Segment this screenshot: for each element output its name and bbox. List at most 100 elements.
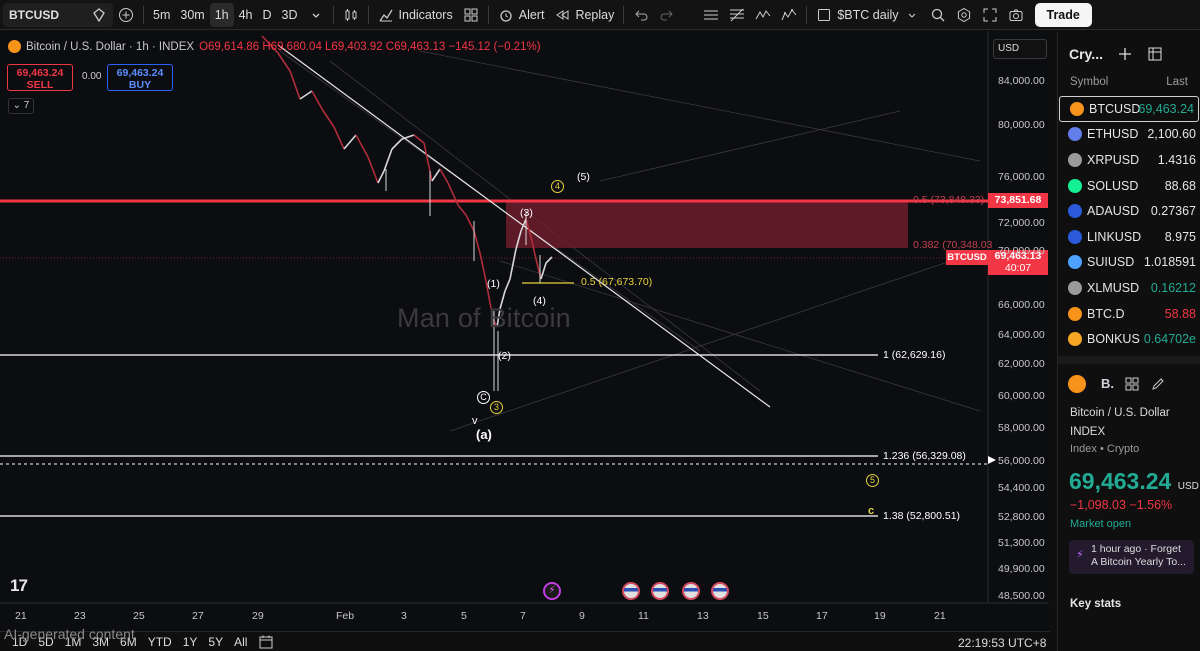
- interval-1h[interactable]: 1h: [209, 2, 234, 27]
- quick-search-button[interactable]: [925, 3, 951, 27]
- clock[interactable]: 22:19:53 UTC+8: [958, 636, 1047, 650]
- news-event-icon[interactable]: ⚡: [543, 582, 561, 600]
- interval-30m[interactable]: 30m: [175, 3, 209, 27]
- fullscreen-icon: [983, 8, 996, 21]
- wave-4-label: (4): [533, 295, 546, 307]
- watchlist-row[interactable]: BONKUS 0.64702e: [1058, 326, 1200, 352]
- interval-dropdown[interactable]: [303, 3, 329, 27]
- economic-event-icon[interactable]: [682, 582, 700, 600]
- wave-v-label: v: [472, 415, 478, 427]
- currency-select[interactable]: USD: [993, 39, 1047, 59]
- interval-d[interactable]: D: [258, 3, 277, 27]
- details-type: INDEX: [1070, 425, 1106, 438]
- price-chart[interactable]: [0, 31, 1049, 631]
- interval-3d[interactable]: 3D: [277, 3, 303, 27]
- watchlist-row[interactable]: XRPUSD 1.4316: [1058, 147, 1200, 173]
- watchlist-symbol: BONKUS: [1087, 332, 1140, 347]
- undo-button[interactable]: [628, 3, 654, 27]
- tool-lines-button[interactable]: [698, 3, 724, 27]
- snapshot-button[interactable]: [1003, 3, 1029, 27]
- alert-button[interactable]: Alert: [493, 3, 550, 27]
- y-axis-tick: 76,000.00: [998, 171, 1045, 183]
- watchlist-row[interactable]: BTC.D 58.88: [1058, 301, 1200, 327]
- redo-button[interactable]: [654, 3, 680, 27]
- news-item[interactable]: ⚡ 1 hour ago · Forget A Bitcoin Yearly T…: [1069, 539, 1194, 574]
- trade-button[interactable]: Trade: [1034, 2, 1092, 27]
- interval-label: D: [262, 7, 272, 22]
- indicators-collapse-toggle[interactable]: ⌄ 7: [8, 98, 34, 114]
- indicators-button[interactable]: Indicators: [373, 3, 458, 27]
- price-segment: [489, 302, 495, 322]
- watchlist-row[interactable]: SUIUSD 1.018591: [1058, 250, 1200, 276]
- layout-name-button[interactable]: $BTC daily: [811, 3, 924, 27]
- camera-icon: [1009, 9, 1022, 21]
- plus-icon[interactable]: [1117, 46, 1133, 62]
- divider: [1058, 355, 1200, 364]
- calendar-icon[interactable]: [258, 634, 274, 650]
- fib-138-label: 1.38 (52,800.51): [883, 510, 961, 522]
- wave-1-label: (1): [487, 278, 500, 290]
- bar-countdown: 40:07: [1004, 262, 1032, 274]
- interval-5m[interactable]: 5m: [148, 3, 175, 27]
- top-toolbar: BTCUSD 5m 30m 1h 4h D 3D Indicators Aler…: [0, 0, 1200, 30]
- fib-05-upper-label: 0.5 (73,848.33): [913, 194, 985, 206]
- watchlist-row[interactable]: LINKUSD 8.975: [1058, 224, 1200, 250]
- add-symbol-button[interactable]: [113, 3, 139, 27]
- circled-3-label: 3: [490, 401, 503, 414]
- watchlist-title[interactable]: Cry...: [1069, 45, 1103, 62]
- watchlist-row[interactable]: ADAUSD 0.27367: [1058, 198, 1200, 224]
- price-segment: [321, 108, 335, 128]
- spread-value: 0.00: [82, 71, 102, 82]
- replay-button[interactable]: Replay: [549, 3, 619, 27]
- economic-event-icon[interactable]: [651, 582, 669, 600]
- range-ytd[interactable]: YTD: [147, 634, 172, 649]
- column-last[interactable]: Last: [1166, 76, 1188, 88]
- tradingview-logo: 17: [10, 576, 28, 595]
- details-change: −1,098.03 −1.56%: [1070, 497, 1173, 512]
- range-5d[interactable]: 5D: [38, 634, 54, 649]
- range-3m[interactable]: 3M: [92, 634, 110, 649]
- interval-4h[interactable]: 4h: [234, 3, 258, 27]
- buy-label: BUY: [128, 79, 152, 91]
- buy-button[interactable]: 69,463.24 BUY: [107, 64, 173, 91]
- symbol-search[interactable]: BTCUSD: [3, 2, 113, 27]
- economic-event-icon[interactable]: [711, 582, 729, 600]
- chart-type-button[interactable]: [338, 3, 364, 27]
- sell-button[interactable]: 69,463.24 SELL: [7, 64, 73, 91]
- settings-button[interactable]: [951, 3, 977, 27]
- tool-elliott-button[interactable]: [776, 3, 802, 27]
- watchlist-row[interactable]: BTCUSD 69,463.24: [1059, 96, 1199, 122]
- edit-icon[interactable]: [1150, 376, 1166, 392]
- watchlist-row[interactable]: SOLUSD 88.68: [1058, 173, 1200, 199]
- range-1y[interactable]: 1Y: [182, 634, 198, 649]
- price-segment: [509, 248, 517, 280]
- divider: [367, 5, 369, 24]
- price-segment: [311, 90, 323, 110]
- pattern-icon: [755, 9, 771, 19]
- column-symbol[interactable]: Symbol: [1070, 76, 1109, 88]
- table-icon[interactable]: [1147, 46, 1163, 62]
- range-5y[interactable]: 5Y: [208, 634, 224, 649]
- grid-icon[interactable]: [1124, 376, 1140, 392]
- tool-fib-button[interactable]: [724, 3, 750, 27]
- range-1d[interactable]: 1D: [12, 634, 28, 649]
- symbol-label: BTCUSD: [9, 7, 59, 22]
- fullscreen-button[interactable]: [977, 3, 1003, 27]
- range-1m[interactable]: 1M: [64, 634, 82, 649]
- watchlist-row[interactable]: ETHUSD 2,100.60: [1058, 122, 1200, 148]
- watchlist-row[interactable]: XLMUSD 0.16212: [1058, 275, 1200, 301]
- economic-event-icon[interactable]: [622, 582, 640, 600]
- price-segment: [423, 142, 433, 182]
- templates-button[interactable]: [458, 3, 484, 27]
- right-panel: Cry... Symbol Last BTCUSD 69,463.24 ETHUSD…: [1057, 31, 1200, 651]
- price-segment: [465, 214, 475, 232]
- news-time: 1 hour ago · Forget: [1091, 542, 1181, 555]
- range-6m[interactable]: 6M: [120, 634, 137, 649]
- tool-patterns-button[interactable]: [750, 3, 776, 27]
- y-axis-tick: 64,000.00: [998, 329, 1045, 341]
- range-all[interactable]: All: [234, 634, 248, 649]
- fib-0382-label: 0.382 (70,348.03: [913, 239, 993, 251]
- watchlist-last: 58.88: [1164, 306, 1196, 321]
- chart-pane[interactable]: Bitcoin / U.S. Dollar · 1h · INDEX O69,6…: [0, 31, 1049, 631]
- details-name: Bitcoin / U.S. Dollar: [1070, 406, 1170, 419]
